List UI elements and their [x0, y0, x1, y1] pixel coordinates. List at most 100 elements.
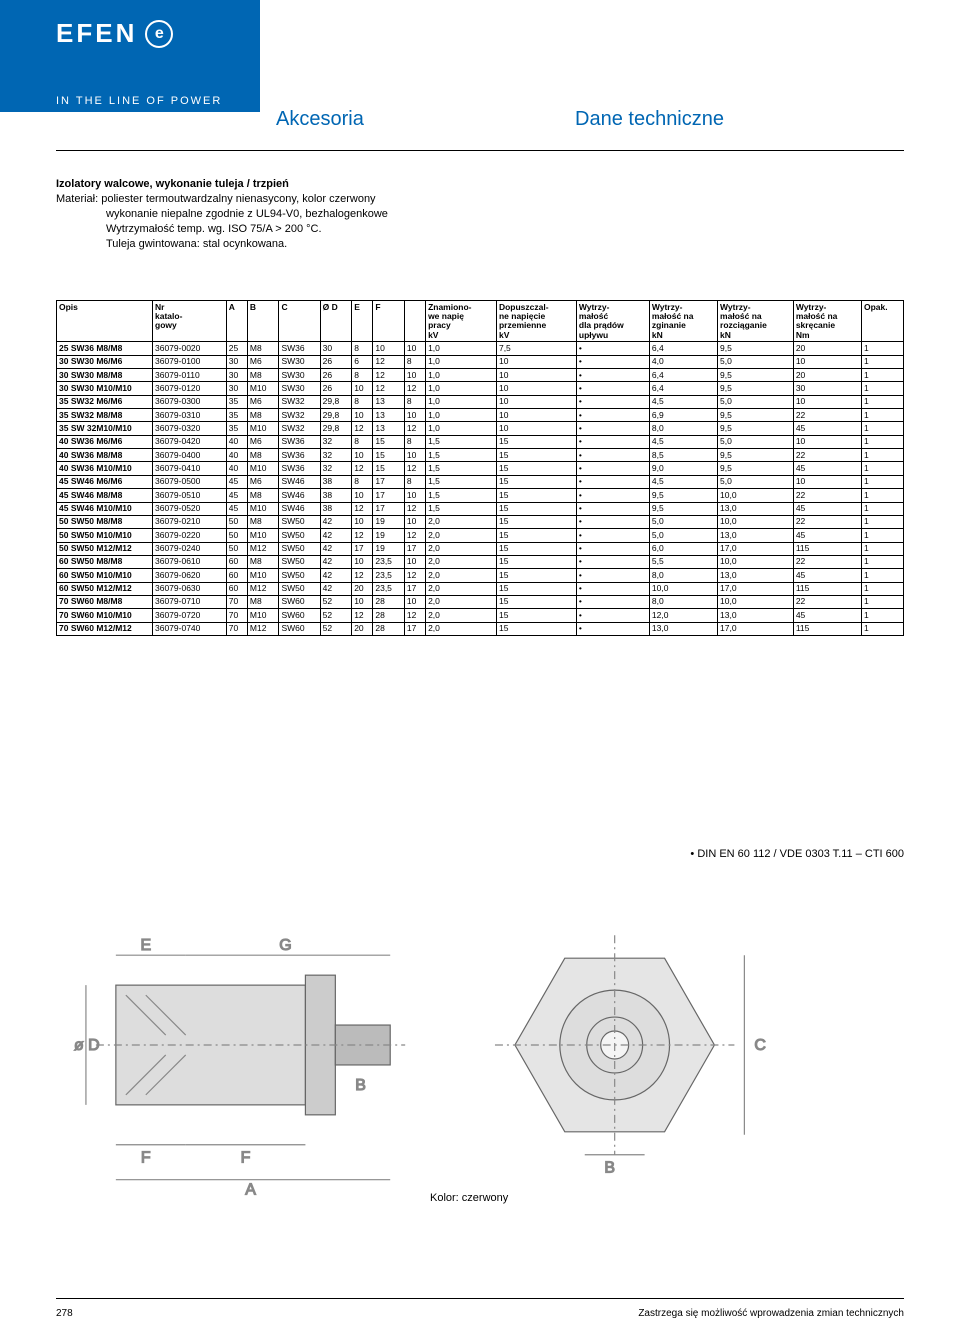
- table-cell: 36079-0620: [153, 569, 227, 582]
- table-cell: 9,5: [718, 369, 794, 382]
- table-cell: 45: [793, 609, 861, 622]
- table-cell: M12: [247, 542, 279, 555]
- table-cell: 1: [862, 435, 904, 448]
- table-cell: 10: [404, 515, 425, 528]
- table-cell: 12: [404, 609, 425, 622]
- table-cell: 2,0: [426, 609, 497, 622]
- table-cell: 9,5: [718, 382, 794, 395]
- table-cell: 1: [862, 622, 904, 635]
- table-cell: 12: [373, 355, 405, 368]
- table-cell: 15: [496, 622, 576, 635]
- table-cell: 13: [373, 422, 405, 435]
- table-header-cell: Dopuszczal-ne napięcieprzemiennekV: [496, 301, 576, 342]
- table-cell: 4,5: [649, 435, 717, 448]
- svg-text:F: F: [241, 1150, 251, 1167]
- table-cell: 35: [226, 409, 247, 422]
- table-cell: 17,0: [718, 582, 794, 595]
- table-cell: 35: [226, 422, 247, 435]
- standard-note: • DIN EN 60 112 / VDE 0303 T.11 – CTI 60…: [690, 848, 904, 860]
- svg-text:G: G: [279, 937, 291, 954]
- table-header-cell: Ø D: [320, 301, 352, 342]
- table-cell: M8: [247, 595, 279, 608]
- table-header-cell: F: [373, 301, 405, 342]
- table-cell: 25: [226, 342, 247, 355]
- table-cell: 17,0: [718, 542, 794, 555]
- table-cell: 9,5: [718, 409, 794, 422]
- table-cell: 15: [496, 582, 576, 595]
- table-cell: 60 SW50 M12/M12: [57, 582, 153, 595]
- footer: 278 Zastrzega się możliwość wprowadzenia…: [56, 1308, 904, 1319]
- table-cell: 15: [496, 489, 576, 502]
- table-cell: •: [576, 462, 649, 475]
- table-row: 25 SW36 M8/M836079-002025M8SW3630810101,…: [57, 342, 904, 355]
- table-cell: 17: [352, 542, 373, 555]
- table-cell: 20: [793, 342, 861, 355]
- table-cell: 1: [862, 382, 904, 395]
- table-cell: 15: [496, 609, 576, 622]
- table-cell: SW36: [279, 462, 320, 475]
- table-cell: 2,0: [426, 622, 497, 635]
- table-cell: 20: [793, 369, 861, 382]
- table-cell: •: [576, 502, 649, 515]
- table-cell: 36079-0710: [153, 595, 227, 608]
- table-cell: 70: [226, 609, 247, 622]
- table-cell: •: [576, 622, 649, 635]
- table-cell: SW50: [279, 569, 320, 582]
- table-cell: 38: [320, 502, 352, 515]
- technical-drawing: E G ø D F F A B B C: [56, 890, 904, 1200]
- table-cell: 8,0: [649, 422, 717, 435]
- table-cell: 5,0: [649, 529, 717, 542]
- table-header-cell: E: [352, 301, 373, 342]
- table-cell: M12: [247, 582, 279, 595]
- page-number: 278: [56, 1308, 73, 1319]
- table-cell: 35: [226, 395, 247, 408]
- table-cell: SW50: [279, 515, 320, 528]
- table-cell: 10: [793, 355, 861, 368]
- table-cell: 45: [793, 502, 861, 515]
- table-cell: SW60: [279, 595, 320, 608]
- table-cell: •: [576, 422, 649, 435]
- table-cell: 1: [862, 515, 904, 528]
- table-cell: 52: [320, 609, 352, 622]
- table-cell: M8: [247, 369, 279, 382]
- table-cell: 70 SW60 M10/M10: [57, 609, 153, 622]
- table-cell: 12: [373, 369, 405, 382]
- table-cell: M6: [247, 475, 279, 488]
- table-cell: M10: [247, 422, 279, 435]
- table-cell: SW30: [279, 369, 320, 382]
- table-row: 60 SW50 M12/M1236079-063060M12SW50422023…: [57, 582, 904, 595]
- section-intro: Izolatory walcowe, wykonanie tuleja / tr…: [56, 178, 904, 251]
- table-cell: 50 SW50 M10/M10: [57, 529, 153, 542]
- table-cell: 1: [862, 449, 904, 462]
- table-cell: 8: [352, 435, 373, 448]
- table-row: 70 SW60 M12/M1236079-074070M12SW60522028…: [57, 622, 904, 635]
- table-cell: 15: [373, 462, 405, 475]
- table-row: 30 SW30 M10/M1036079-012030M10SW30261012…: [57, 382, 904, 395]
- table-cell: •: [576, 409, 649, 422]
- table-cell: SW36: [279, 342, 320, 355]
- table-header-cell: Opak.: [862, 301, 904, 342]
- table-cell: 10: [352, 595, 373, 608]
- table-cell: 9,5: [718, 422, 794, 435]
- table-cell: 45: [793, 569, 861, 582]
- svg-text:B: B: [355, 1077, 366, 1094]
- material-line2: wykonanie niepalne zgodnie z UL94-V0, be…: [106, 208, 388, 220]
- table-cell: 12: [352, 422, 373, 435]
- table-cell: 36079-0100: [153, 355, 227, 368]
- table-cell: 60 SW50 M8/M8: [57, 555, 153, 568]
- table-cell: 8: [404, 395, 425, 408]
- svg-text:E: E: [140, 937, 151, 954]
- table-cell: 1,0: [426, 422, 497, 435]
- table-cell: •: [576, 542, 649, 555]
- table-cell: 42: [320, 529, 352, 542]
- table-header-row: OpisNrkatalo-gowyABCØ DEFZnamiono-we nap…: [57, 301, 904, 342]
- table-cell: 12: [352, 462, 373, 475]
- table-cell: 1,0: [426, 382, 497, 395]
- table-cell: 12: [352, 569, 373, 582]
- table-cell: 8: [352, 369, 373, 382]
- table-header-cell: Nrkatalo-gowy: [153, 301, 227, 342]
- data-table-wrap: OpisNrkatalo-gowyABCØ DEFZnamiono-we nap…: [56, 300, 904, 636]
- table-cell: 12: [404, 529, 425, 542]
- table-cell: M10: [247, 502, 279, 515]
- table-cell: 6,4: [649, 342, 717, 355]
